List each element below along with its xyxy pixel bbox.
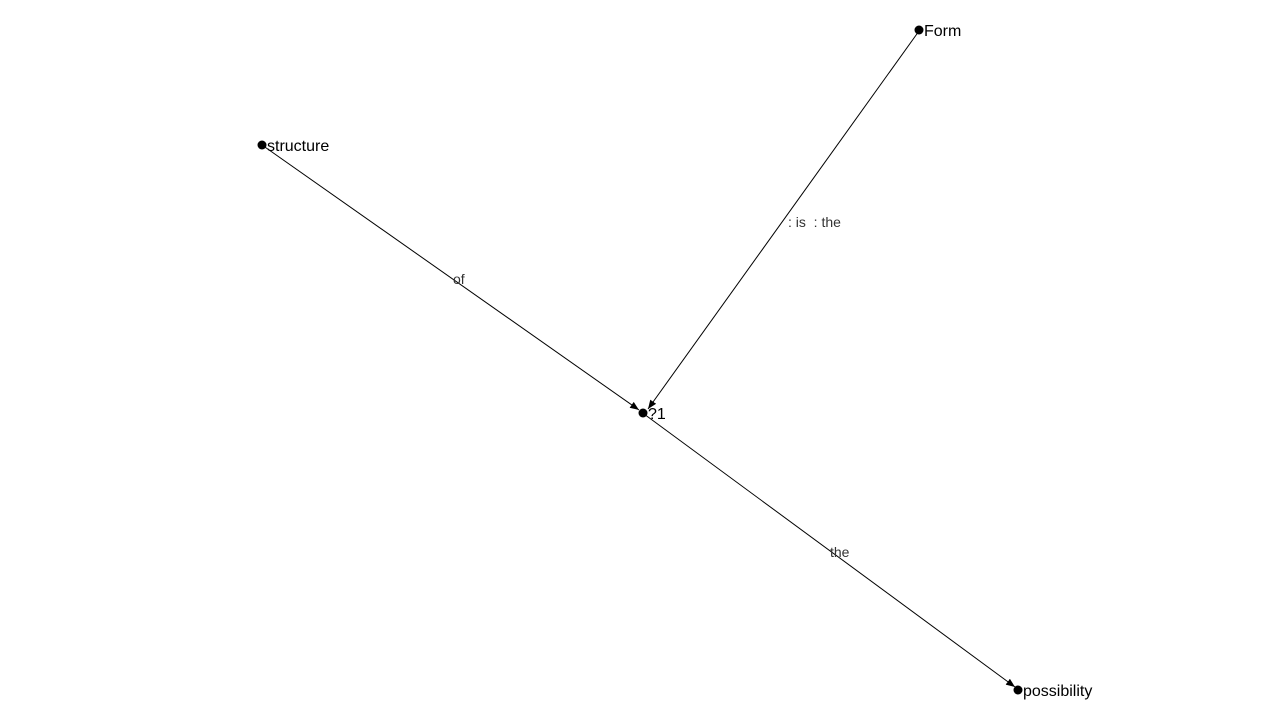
node-structure[interactable]: structure: [257, 138, 330, 155]
node-dot-form: [914, 25, 924, 35]
edge-q1-to-possibility: [643, 413, 1016, 688]
node-dot-structure: [257, 140, 267, 150]
node-label-structure: structure: [267, 138, 329, 155]
edge-form-to-q1: [647, 30, 920, 410]
edges-layer: of : is : the the: [261, 30, 1016, 688]
node-possibility[interactable]: possibility: [1013, 683, 1093, 700]
edge-label-the: the: [830, 544, 850, 560]
node-q1[interactable]: ?1: [638, 406, 666, 423]
node-label-q1: ?1: [648, 406, 666, 423]
node-label-possibility: possibility: [1023, 683, 1092, 700]
node-label-form: Form: [924, 23, 961, 40]
node-dot-q1: [638, 408, 648, 418]
node-dot-possibility: [1013, 685, 1023, 695]
edge-label-of: of: [453, 271, 465, 287]
node-form[interactable]: Form: [914, 23, 962, 40]
edge-label-is-the: : is : the: [788, 214, 841, 230]
edge-structure-to-q1: [261, 144, 640, 411]
nodes-layer: Form structure ?1 possibility: [257, 23, 1093, 700]
